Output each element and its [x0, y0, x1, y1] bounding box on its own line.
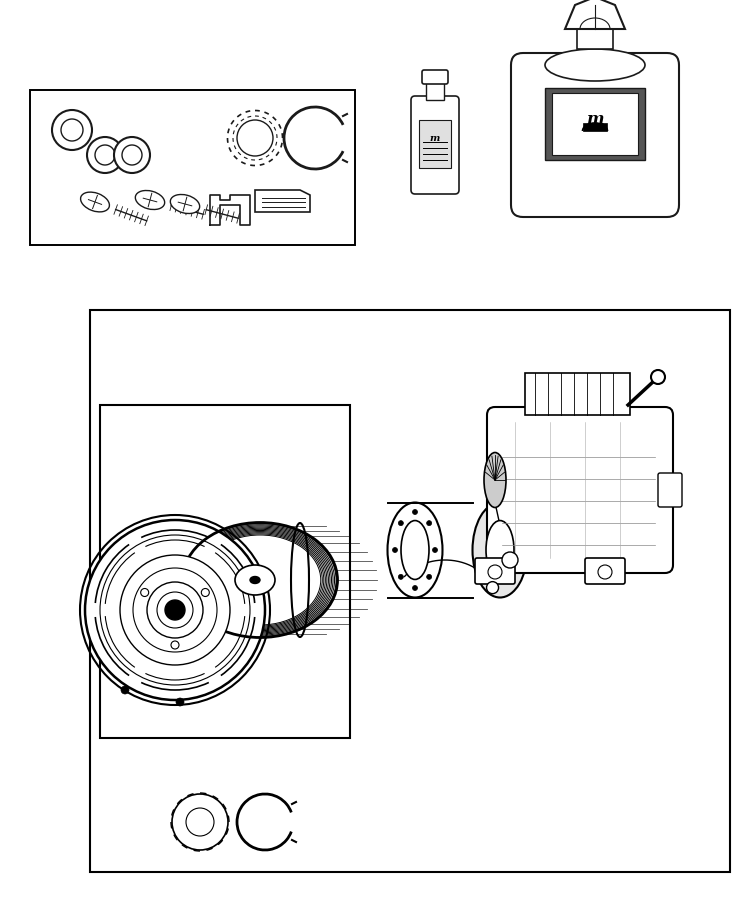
Bar — [552, 93, 638, 155]
Ellipse shape — [136, 191, 165, 210]
Circle shape — [147, 582, 203, 638]
Circle shape — [598, 565, 612, 579]
Bar — [419, 120, 451, 168]
Bar — [583, 123, 607, 131]
Ellipse shape — [250, 577, 260, 583]
Circle shape — [202, 589, 209, 597]
FancyBboxPatch shape — [658, 473, 682, 507]
Circle shape — [487, 581, 499, 594]
Circle shape — [87, 137, 123, 173]
Circle shape — [122, 145, 142, 165]
FancyBboxPatch shape — [511, 53, 679, 217]
Circle shape — [121, 686, 129, 694]
Circle shape — [114, 137, 150, 173]
Ellipse shape — [388, 502, 442, 598]
Circle shape — [399, 520, 403, 526]
FancyBboxPatch shape — [475, 558, 515, 584]
Circle shape — [186, 808, 214, 836]
Ellipse shape — [81, 192, 110, 211]
Circle shape — [85, 520, 265, 700]
Circle shape — [502, 552, 518, 568]
Bar — [90, 310, 730, 872]
Circle shape — [427, 520, 432, 526]
FancyBboxPatch shape — [422, 70, 448, 84]
FancyBboxPatch shape — [585, 558, 625, 584]
Circle shape — [427, 574, 432, 580]
Circle shape — [52, 110, 92, 150]
Bar — [577, 29, 613, 49]
Circle shape — [95, 145, 115, 165]
FancyBboxPatch shape — [411, 96, 459, 194]
Text: m: m — [586, 111, 604, 128]
Circle shape — [237, 120, 273, 156]
Ellipse shape — [473, 502, 528, 598]
Circle shape — [433, 547, 437, 553]
Circle shape — [393, 547, 397, 553]
Ellipse shape — [484, 453, 506, 508]
Bar — [100, 405, 350, 738]
Ellipse shape — [559, 196, 631, 214]
FancyBboxPatch shape — [487, 407, 673, 573]
Ellipse shape — [486, 520, 514, 580]
Circle shape — [488, 565, 502, 579]
Circle shape — [399, 574, 403, 580]
Ellipse shape — [401, 520, 429, 580]
Bar — [525, 373, 630, 415]
Ellipse shape — [170, 194, 199, 213]
Circle shape — [61, 119, 83, 141]
Ellipse shape — [235, 565, 275, 595]
Circle shape — [172, 794, 228, 850]
Polygon shape — [255, 190, 310, 212]
Circle shape — [176, 698, 184, 706]
Bar — [30, 90, 355, 245]
Bar — [545, 88, 645, 160]
Circle shape — [413, 509, 417, 515]
Circle shape — [120, 555, 230, 665]
Text: m: m — [430, 133, 440, 142]
Circle shape — [165, 600, 185, 620]
Circle shape — [141, 589, 149, 597]
Polygon shape — [565, 0, 625, 29]
Circle shape — [651, 370, 665, 384]
Circle shape — [171, 641, 179, 649]
Ellipse shape — [545, 49, 645, 81]
Circle shape — [413, 586, 417, 590]
Bar — [426, 82, 444, 100]
